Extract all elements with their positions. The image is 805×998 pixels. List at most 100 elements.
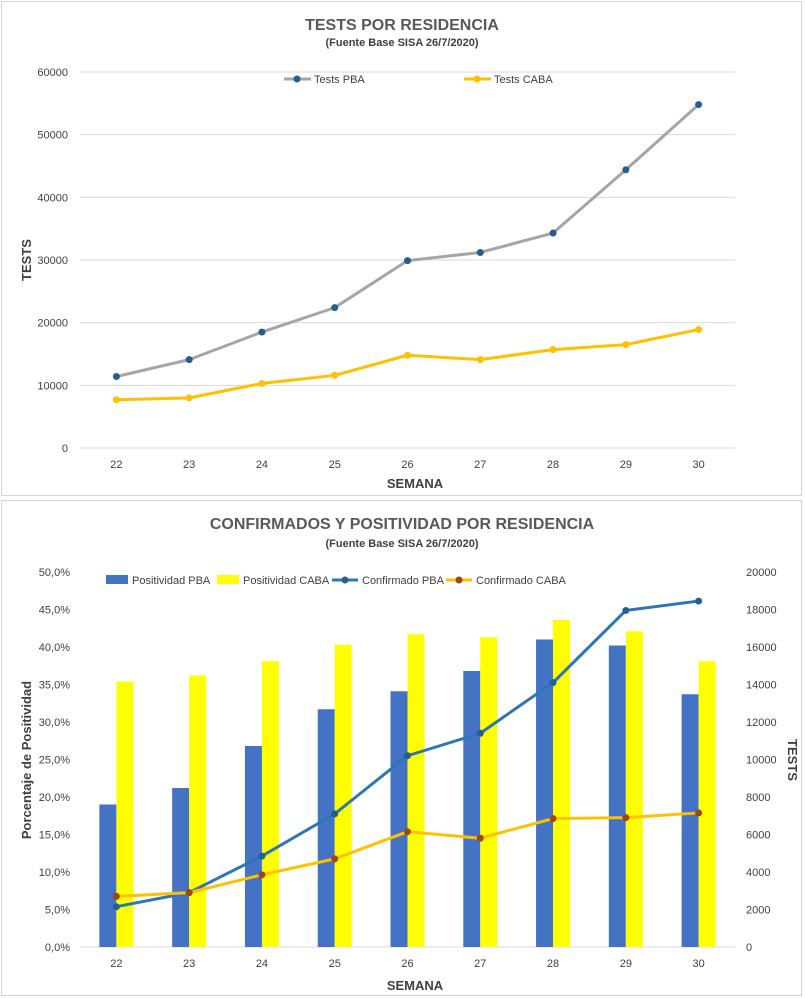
data-point-confirmado-caba [258,871,266,879]
data-point-tests-caba [112,396,120,404]
legend: Positividad PBA Positividad CABA Confirm… [106,575,567,587]
bar-positividad-pba [317,709,335,947]
data-point-tests-caba [695,326,703,334]
y-tick-label: 10,0% [39,867,70,879]
legend: Tests PBA Tests CABA [284,74,553,86]
x-axis-title: SEMANA [387,476,444,491]
data-point-confirmado-caba [476,834,484,842]
x-tick-label: 30 [692,459,704,471]
legend-label-positividad-pba: Positividad PBA [132,575,211,587]
bar-positividad-caba [334,644,352,947]
y-tick-label: 60000 [37,67,68,79]
y2-tick-label: 2000 [746,905,770,917]
data-point-tests-caba [331,371,339,379]
bar-positividad-caba [625,631,643,947]
series-line-tests-pba [116,103,700,379]
bar-positividad-caba [189,675,207,947]
y-axis-title-left: Porcentaje de Positividad [19,681,34,839]
y-tick-label: 40000 [37,192,68,204]
legend-label-tests-pba: Tests PBA [314,74,365,86]
y2-tick-label: 10000 [746,755,777,767]
legend-swatch-positividad-pba [106,575,128,584]
x-axis-title: SEMANA [387,978,444,993]
data-point-tests-pba [331,304,339,312]
y-tick-label: 30,0% [39,717,70,729]
y-tick-label: 0,0% [45,942,70,954]
x-tick-label: 29 [620,459,632,471]
chart-title: TESTS POR RESIDENCIA [305,17,499,34]
data-point-confirmado-pba [404,752,411,760]
y2-tick-label: 8000 [746,792,770,804]
x-tick-label: 22 [110,459,122,471]
data-point-confirmado-caba [622,814,630,822]
data-point-confirmado-pba [549,679,557,687]
data-point-confirmado-pba [112,903,120,911]
series-line-tests-caba [116,328,699,402]
data-point-tests-caba [476,356,484,364]
tests-chart-panel: TESTS POR RESIDENCIA (Fuente Base SISA 2… [1,1,802,496]
y2-tick-label: 12000 [746,717,777,729]
x-tick-label: 27 [474,459,486,471]
y-tick-label: 45,0% [39,605,70,617]
y2-tick-label: 16000 [746,642,777,654]
confirmados-chart-panel: CONFIRMADOS Y POSITIVIDAD POR RESIDENCIA… [1,500,802,996]
x-tick-label: 22 [110,958,122,970]
data-point-confirmado-pba [695,597,703,605]
y-tick-label: 30000 [37,255,68,267]
bar-positividad-pba [99,804,117,947]
x-tick-label: 28 [547,958,559,970]
y-tick-label: 5,0% [45,905,70,917]
data-point-confirmado-caba [331,855,339,863]
legend-marker-confirmado-pba [341,576,349,584]
y-tick-label: 50000 [37,130,68,142]
data-point-tests-caba [258,379,266,387]
data-point-confirmado-caba [695,809,703,817]
legend-marker-tests-caba [473,75,481,83]
x-tick-label: 28 [547,459,559,471]
bar-positividad-pba [608,645,626,947]
data-point-tests-pba [112,373,120,381]
legend-marker-tests-pba [293,75,301,83]
y-tick-label: 15,0% [39,830,70,842]
data-point-tests-caba [185,394,193,402]
y-tick-label: 20000 [37,318,68,330]
y-axis-title-right: TESTS [785,739,800,781]
y2-tick-label: 20000 [746,567,777,579]
x-tick-label: 24 [256,958,268,970]
bar-positividad-caba [698,661,716,947]
x-tick-label: 27 [474,958,486,970]
bar-positividad-pba [172,788,190,947]
legend-label-confirmado-caba: Confirmado CABA [476,575,567,587]
data-point-tests-caba [404,351,411,359]
data-point-confirmado-pba [258,852,266,860]
data-point-tests-caba [549,346,557,354]
bar-positividad-pba [463,671,481,947]
data-point-tests-pba [476,248,484,256]
data-point-confirmado-caba [112,892,120,900]
legend-marker-confirmado-caba [455,576,463,584]
legend-label-confirmado-pba: Confirmado PBA [362,575,445,587]
y-tick-label: 0 [62,443,68,455]
legend-label-tests-caba: Tests CABA [494,74,553,86]
bar-positividad-caba [261,661,279,947]
y2-tick-label: 18000 [746,605,777,617]
bar-positividad-pba [536,639,554,947]
y-tick-label: 10000 [37,380,68,392]
y-tick-label: 20,0% [39,792,70,804]
x-tick-label: 26 [401,459,413,471]
data-point-confirmado-pba [331,810,339,818]
confirmados-combo-chart: CONFIRMADOS Y POSITIVIDAD POR RESIDENCIA… [19,516,800,993]
y2-tick-label: 14000 [746,680,777,692]
data-point-tests-pba [549,229,557,237]
data-point-tests-pba [404,257,411,265]
bar-positividad-caba [553,620,571,947]
x-tick-label: 30 [692,958,704,970]
x-tick-label: 23 [183,459,195,471]
legend-label-positividad-caba: Positividad CABA [243,575,330,587]
y-tick-label: 35,0% [39,680,70,692]
x-tick-label: 26 [401,958,413,970]
chart-title: CONFIRMADOS Y POSITIVIDAD POR RESIDENCIA [210,516,595,533]
data-point-confirmado-pba [622,606,630,614]
y-tick-label: 50,0% [39,567,70,579]
y2-tick-label: 4000 [746,867,770,879]
